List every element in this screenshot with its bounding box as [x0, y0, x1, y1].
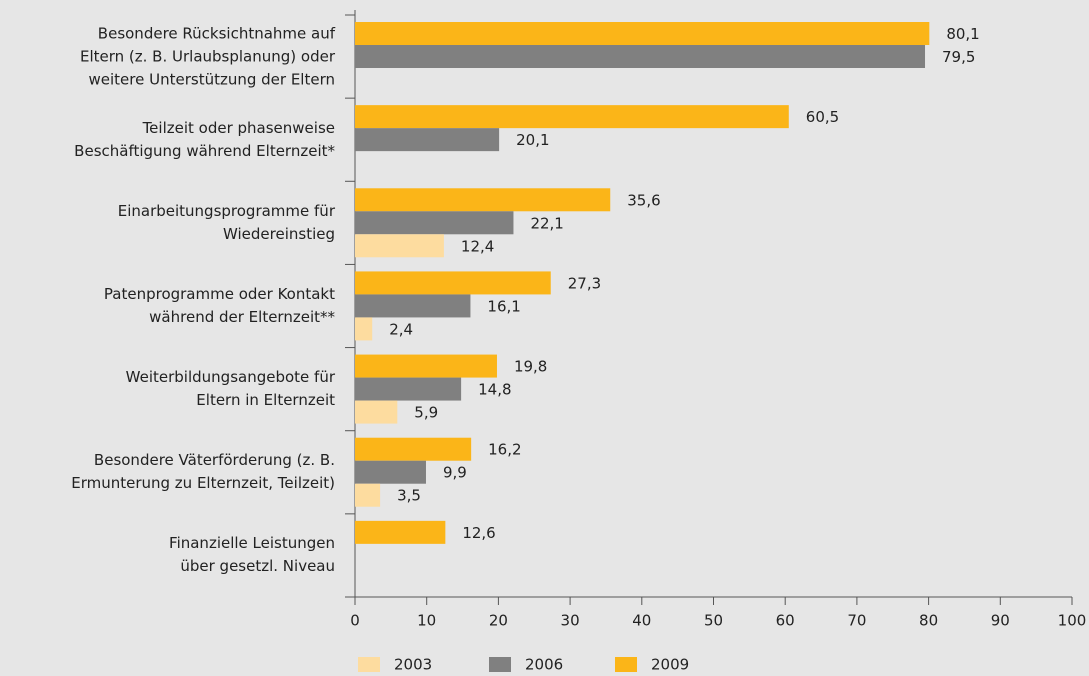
x-tick-label: 80 — [919, 612, 938, 630]
bar — [355, 45, 926, 68]
x-tick-label: 100 — [1058, 612, 1087, 630]
x-tick-label: 90 — [991, 612, 1010, 630]
category-label: Teilzeit oder phasenweise Beschäftigung … — [74, 118, 335, 160]
x-tick-label: 30 — [561, 612, 580, 630]
bar — [355, 354, 497, 378]
legend-label: 2009 — [651, 656, 689, 674]
value-label: 35,6 — [627, 191, 660, 209]
value-label: 9,9 — [443, 464, 467, 482]
value-label: 79,5 — [942, 48, 975, 66]
category-label: Finanzielle Leistungen über gesetzl. Niv… — [169, 534, 335, 576]
x-tick-label: 50 — [704, 612, 723, 630]
x-tick-label: 70 — [847, 612, 866, 630]
legend-swatch — [358, 657, 380, 672]
bar — [355, 211, 514, 235]
bar — [355, 437, 472, 461]
category-label: Patenprogramme oder Kontakt während der … — [103, 285, 335, 326]
value-label: 20,1 — [516, 131, 549, 149]
value-label: 27,3 — [568, 274, 601, 292]
bar — [355, 188, 611, 212]
value-label: 5,9 — [414, 404, 438, 422]
bar — [355, 460, 426, 484]
x-tick-label: 10 — [417, 612, 436, 630]
value-label: 12,6 — [462, 524, 495, 542]
legend-swatch — [489, 657, 511, 672]
value-label: 60,5 — [806, 108, 839, 126]
bar — [355, 105, 789, 129]
value-label: 22,1 — [530, 214, 563, 232]
value-label: 16,1 — [487, 297, 520, 315]
value-label: 19,8 — [514, 358, 547, 376]
category-label: Weiterbildungsangebote für Eltern in Elt… — [125, 368, 335, 410]
bar — [355, 317, 373, 341]
bar — [355, 483, 381, 507]
x-tick-label: 0 — [350, 612, 360, 630]
value-label: 2,4 — [389, 320, 413, 338]
bar — [355, 377, 462, 401]
value-label: 3,5 — [397, 487, 421, 505]
bar — [355, 234, 444, 258]
bar — [355, 128, 500, 152]
category-label: Einarbeitungsprogramme für Wiedereinstie… — [117, 201, 335, 243]
value-label: 12,4 — [461, 237, 494, 255]
bar — [355, 294, 471, 318]
value-label: 16,2 — [488, 441, 521, 459]
value-label: 80,1 — [946, 25, 979, 43]
category-label: Besondere Väterförderung (z. B. Ermunter… — [71, 451, 335, 493]
x-tick-label: 60 — [776, 612, 795, 630]
bar — [355, 400, 398, 424]
legend-swatch — [615, 657, 637, 672]
legend-label: 2003 — [394, 656, 432, 674]
bar — [355, 22, 930, 45]
x-tick-label: 40 — [632, 612, 651, 630]
legend-label: 2006 — [525, 656, 563, 674]
category-label: Besondere Rücksichtnahme auf Eltern (z. … — [79, 24, 335, 89]
bar — [355, 520, 446, 544]
x-tick-label: 20 — [489, 612, 508, 630]
bar — [355, 271, 551, 295]
value-label: 14,8 — [478, 381, 511, 399]
